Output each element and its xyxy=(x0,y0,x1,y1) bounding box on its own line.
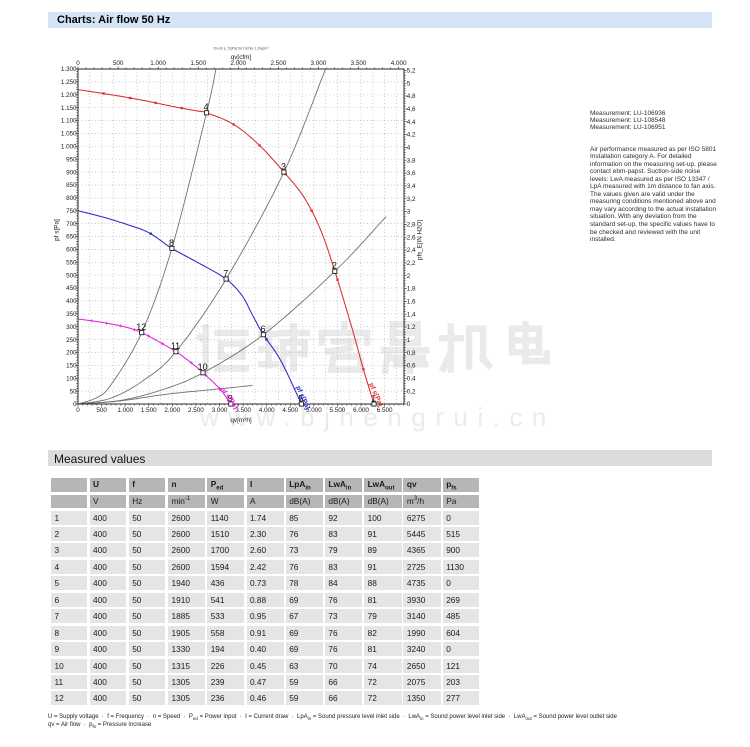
svg-text:3.000: 3.000 xyxy=(311,60,327,67)
svg-text:100: 100 xyxy=(66,375,77,382)
svg-text:3,8: 3,8 xyxy=(407,157,416,164)
svg-text:4,6: 4,6 xyxy=(407,106,416,113)
svg-text:1.200: 1.200 xyxy=(61,92,77,99)
svg-text:800: 800 xyxy=(66,195,77,202)
svg-text:50: 50 xyxy=(70,388,78,395)
svg-text:11: 11 xyxy=(171,341,180,351)
svg-text:600: 600 xyxy=(66,247,77,254)
svg-text:4.500: 4.500 xyxy=(282,407,298,414)
svg-text:5: 5 xyxy=(407,80,411,87)
svg-text:3.000: 3.000 xyxy=(212,407,228,414)
svg-text:4: 4 xyxy=(204,102,209,112)
svg-text:pfs_E[IN H2O]: pfs_E[IN H2O] xyxy=(417,220,424,260)
svg-text:6: 6 xyxy=(260,324,265,334)
svg-text:1.050: 1.050 xyxy=(61,131,77,138)
svg-text:qv[m³h]: qv[m³h] xyxy=(230,417,252,424)
svg-text:450: 450 xyxy=(66,285,77,292)
svg-text:3,4: 3,4 xyxy=(407,183,416,190)
svg-text:2,8: 2,8 xyxy=(407,222,416,229)
svg-text:2,2: 2,2 xyxy=(407,260,416,267)
svg-text:0,2: 0,2 xyxy=(407,388,416,395)
svg-text:6.000: 6.000 xyxy=(353,407,369,414)
svg-text:5,2: 5,2 xyxy=(407,68,416,75)
svg-text:qv[cfm]: qv[cfm] xyxy=(231,54,252,61)
svg-text:1,4: 1,4 xyxy=(407,311,416,318)
svg-text:3.500: 3.500 xyxy=(235,407,251,414)
svg-text:200: 200 xyxy=(66,350,77,357)
svg-text:1.500: 1.500 xyxy=(190,60,206,67)
svg-text:1.100: 1.100 xyxy=(61,118,77,125)
svg-text:4,8: 4,8 xyxy=(407,93,416,100)
svg-text:500: 500 xyxy=(96,407,107,414)
svg-text:1,2: 1,2 xyxy=(407,324,416,331)
svg-text:0,4: 0,4 xyxy=(407,376,416,383)
svg-text:12: 12 xyxy=(136,322,146,332)
svg-text:2: 2 xyxy=(332,261,337,271)
svg-text:8: 8 xyxy=(169,238,174,248)
svg-text:0: 0 xyxy=(407,401,411,408)
svg-text:5.000: 5.000 xyxy=(306,407,322,414)
svg-text:4,2: 4,2 xyxy=(407,132,416,139)
svg-text:750: 750 xyxy=(66,208,77,215)
svg-text:4,4: 4,4 xyxy=(407,119,416,126)
svg-text:250: 250 xyxy=(66,337,77,344)
svg-text:6.500: 6.500 xyxy=(377,407,393,414)
svg-text:0: 0 xyxy=(76,60,80,67)
svg-text:1.000: 1.000 xyxy=(61,144,77,151)
svg-text:1,6: 1,6 xyxy=(407,299,416,306)
svg-text:500: 500 xyxy=(113,60,124,67)
svg-text:1: 1 xyxy=(371,393,376,403)
svg-text:4: 4 xyxy=(407,145,411,152)
svg-text:850: 850 xyxy=(66,182,77,189)
svg-text:4.000: 4.000 xyxy=(391,60,407,67)
svg-text:1: 1 xyxy=(407,337,411,344)
svg-text:0,8: 0,8 xyxy=(407,350,416,357)
svg-text:2.000: 2.000 xyxy=(164,407,180,414)
svg-text:7: 7 xyxy=(223,268,228,278)
svg-text:3: 3 xyxy=(281,162,286,172)
svg-text:9: 9 xyxy=(228,393,233,403)
svg-text:1,8: 1,8 xyxy=(407,286,416,293)
svg-text:3,6: 3,6 xyxy=(407,170,416,177)
svg-text:5: 5 xyxy=(298,393,303,403)
svg-text:1.500: 1.500 xyxy=(141,407,157,414)
svg-text:550: 550 xyxy=(66,260,77,267)
svg-text:500: 500 xyxy=(66,272,77,279)
svg-text:0: 0 xyxy=(76,407,80,414)
svg-text:3: 3 xyxy=(407,209,411,216)
svg-text:700: 700 xyxy=(66,221,77,228)
svg-text:1.150: 1.150 xyxy=(61,105,77,112)
svg-text:650: 650 xyxy=(66,234,77,241)
svg-text:950: 950 xyxy=(66,156,77,163)
svg-text:400: 400 xyxy=(66,298,77,305)
svg-text:350: 350 xyxy=(66,311,77,318)
svg-text:5.500: 5.500 xyxy=(330,407,346,414)
svg-text:Druck p_fs[Pa] für Dichte 1,2k: Druck p_fs[Pa] für Dichte 1,2kg/m³ xyxy=(214,47,270,51)
svg-text:2.500: 2.500 xyxy=(271,60,287,67)
svg-text:4.000: 4.000 xyxy=(259,407,275,414)
svg-text:0,6: 0,6 xyxy=(407,363,416,370)
svg-text:300: 300 xyxy=(66,324,77,331)
svg-text:2.000: 2.000 xyxy=(230,60,246,67)
svg-text:1.250: 1.250 xyxy=(61,79,77,86)
svg-text:1.000: 1.000 xyxy=(150,60,166,67)
svg-text:150: 150 xyxy=(66,363,77,370)
svg-text:2.500: 2.500 xyxy=(188,407,204,414)
svg-text:2,6: 2,6 xyxy=(407,234,416,241)
svg-text:pf s[Pa]: pf s[Pa] xyxy=(54,219,61,241)
svg-text:10: 10 xyxy=(198,362,208,372)
svg-text:900: 900 xyxy=(66,169,77,176)
svg-text:0: 0 xyxy=(73,401,77,408)
svg-text:3,2: 3,2 xyxy=(407,196,416,203)
svg-text:2: 2 xyxy=(407,273,411,280)
svg-text:1.300: 1.300 xyxy=(61,66,77,73)
svg-text:1.000: 1.000 xyxy=(117,407,133,414)
svg-text:3.500: 3.500 xyxy=(351,60,367,67)
svg-text:2,4: 2,4 xyxy=(407,247,416,254)
